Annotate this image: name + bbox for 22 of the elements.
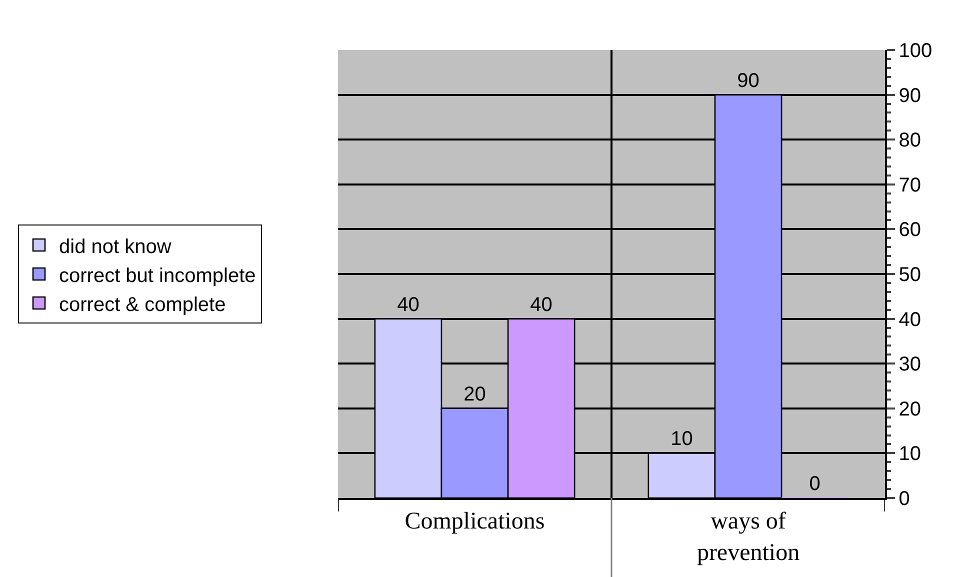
x-tick-label: Complications: [404, 508, 545, 535]
legend-label: did not know: [59, 236, 172, 258]
y-tick-label: 20: [898, 398, 921, 420]
y-tick-label: 100: [898, 40, 932, 62]
y-tick-label: 60: [898, 219, 921, 242]
y-tick-label: 10: [898, 443, 921, 466]
y-tick-label: 80: [898, 130, 921, 152]
y-tick-label: 40: [898, 308, 921, 331]
data-label: 40: [530, 294, 552, 316]
legend-label: correct & complete: [59, 294, 226, 316]
data-label: 0: [809, 473, 820, 495]
data-label: 40: [397, 294, 420, 316]
y-tick-label: 70: [898, 174, 921, 196]
x-tick-label: ways of prevention: [696, 508, 800, 566]
y-tick-label: 90: [898, 84, 921, 107]
data-label: 10: [670, 428, 693, 450]
y-tick-label: 0: [898, 488, 910, 510]
data-label: 90: [737, 70, 760, 92]
y-tick-label: 50: [898, 264, 921, 286]
data-label: 20: [464, 383, 486, 406]
y-tick-label: 30: [898, 354, 921, 376]
legend-label: correct but incomplete: [59, 264, 256, 287]
